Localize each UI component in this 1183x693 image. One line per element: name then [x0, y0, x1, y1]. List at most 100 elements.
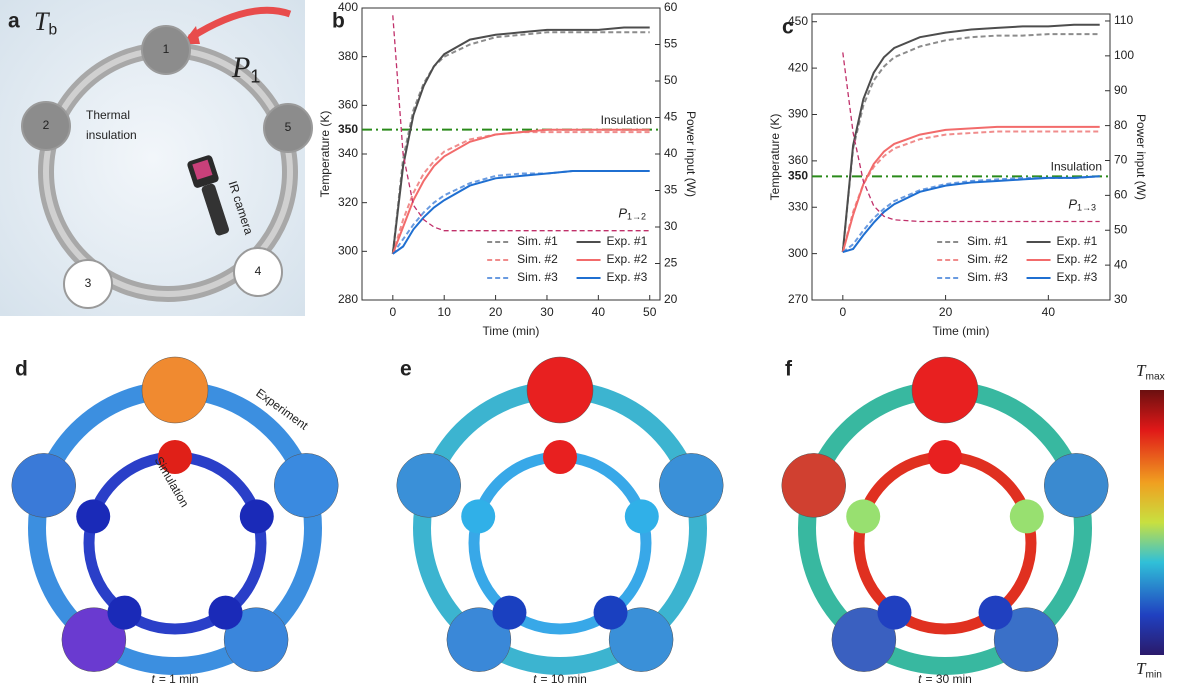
temperature-line	[843, 25, 1100, 252]
y2-tick-label: 30	[664, 219, 678, 233]
insulation-label: insulation	[86, 128, 137, 142]
y2-tick-label: 40	[664, 146, 678, 160]
x-tick-label: 10	[438, 305, 452, 319]
y2-tick-label: 100	[1114, 48, 1134, 62]
x-axis-title: Time (min)	[933, 324, 990, 338]
heat-input-label-subscript: 1	[250, 66, 260, 86]
thermal-map: e t= 10 min	[397, 357, 723, 686]
y2-tick-label: 60	[1114, 188, 1128, 202]
inner-node	[846, 499, 880, 533]
y2-tick-label: 40	[1114, 257, 1128, 271]
inner-node	[1010, 499, 1044, 533]
y2-axis-title: Power input (W)	[684, 111, 698, 197]
panel-label: d	[15, 358, 28, 381]
y-tick-label: 300	[788, 246, 808, 260]
legend-label: Exp. #3	[1057, 270, 1098, 284]
y2-tick-label: 70	[1114, 153, 1128, 167]
thermal-map: f t= 30 min	[782, 357, 1108, 686]
panel-label: e	[400, 358, 412, 381]
time-text: = 1 min	[159, 672, 199, 686]
time-text: = 30 min	[925, 672, 971, 686]
figure: aTbP112345ThermalinsulationIR camerab010…	[0, 0, 1183, 693]
outer-node	[1044, 453, 1108, 517]
y-tick-label: 280	[338, 292, 358, 306]
y-tick-label: 450	[788, 14, 808, 28]
legend-label: Exp. #1	[1057, 234, 1098, 248]
outer-node	[912, 357, 978, 423]
x-tick-label: 40	[592, 305, 606, 319]
time-variable: t	[151, 672, 155, 686]
outer-node	[782, 453, 846, 517]
y-tick-label: 320	[338, 195, 358, 209]
y-tick-label: 300	[338, 244, 358, 258]
time-variable: t	[533, 672, 537, 686]
y-tick-label: 360	[788, 153, 808, 167]
temperature-line	[393, 32, 650, 254]
y2-tick-label: 90	[1114, 83, 1128, 97]
x-axis-title: Time (min)	[483, 324, 540, 338]
y-tick-label: 400	[338, 0, 358, 14]
time-text: = 10 min	[540, 672, 586, 686]
y2-tick-label: 35	[664, 183, 678, 197]
time-caption: t= 30 min	[918, 672, 972, 686]
insulation-label: Thermal	[86, 108, 130, 122]
y2-tick-label: 20	[664, 292, 678, 306]
legend-label: Exp. #2	[1057, 252, 1098, 266]
y2-tick-label: 60	[664, 0, 678, 14]
temperature-line	[843, 34, 1100, 252]
y-tick-label: 420	[788, 60, 808, 74]
x-tick-label: 20	[939, 305, 953, 319]
threshold-tick-label: 350	[338, 122, 358, 136]
node-label: 3	[85, 276, 92, 290]
inner-node	[594, 596, 628, 630]
time-caption: t = 1 min	[151, 672, 198, 686]
x-tick-label: 40	[1042, 305, 1056, 319]
outer-node	[397, 453, 461, 517]
colorbar-max-label: Tmax	[1136, 361, 1165, 382]
panel-label: f	[785, 358, 793, 381]
y2-tick-label: 25	[664, 256, 678, 270]
legend-label: Sim. #2	[517, 252, 558, 266]
inner-node	[492, 596, 526, 630]
legend-label: Sim. #1	[967, 234, 1008, 248]
x-tick-label: 0	[389, 305, 396, 319]
y-axis-title: Temperature (K)	[318, 111, 332, 198]
colorbar-max-label-subscript: max	[1145, 371, 1164, 382]
inner-node	[240, 499, 274, 533]
inner-node	[76, 499, 110, 533]
outer-node	[527, 357, 593, 423]
inner-node	[107, 596, 141, 630]
legend-label: Sim. #2	[967, 252, 1008, 266]
inner-node	[979, 596, 1013, 630]
legend-label: Exp. #2	[607, 252, 648, 266]
colorbar-min-label-subscript: min	[1145, 669, 1161, 680]
y2-tick-label: 45	[664, 110, 678, 124]
power-annotation: P1→3	[1068, 197, 1096, 213]
y2-tick-label: 50	[1114, 222, 1128, 236]
y-tick-label: 330	[788, 199, 808, 213]
y2-axis-title: Power input (W)	[1134, 114, 1148, 200]
inner-node	[461, 499, 495, 533]
legend-label: Sim. #1	[517, 234, 558, 248]
heat-input-label-symbol: P	[231, 51, 250, 84]
y2-tick-label: 110	[1114, 13, 1133, 27]
temperature-line	[393, 28, 650, 254]
x-tick-label: 30	[540, 305, 554, 319]
legend-label: Exp. #1	[607, 234, 648, 248]
node-label: 1	[163, 42, 170, 56]
power-annotation-subscript: 1→2	[627, 212, 646, 222]
inner-node	[928, 440, 962, 474]
node-label: 5	[285, 120, 292, 134]
y-axis-title: Temperature (K)	[768, 114, 782, 201]
x-tick-label: 0	[839, 305, 846, 319]
outer-node	[142, 357, 208, 423]
inner-node	[209, 596, 243, 630]
ambient-label-subscript: b	[48, 22, 57, 39]
power-annotation-subscript: 1→3	[1077, 203, 1096, 213]
power-annotation: P1→2	[618, 206, 646, 222]
inner-node	[625, 499, 659, 533]
threshold-tick-label: 350	[788, 168, 808, 182]
node-label: 2	[43, 118, 50, 132]
